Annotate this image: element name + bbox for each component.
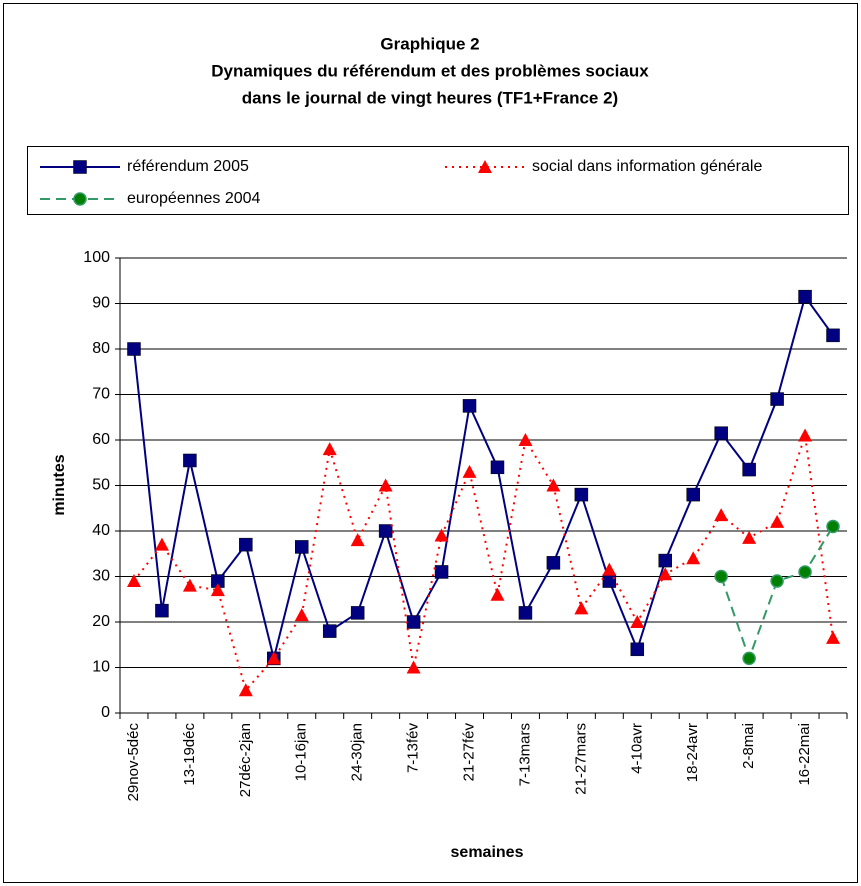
data-point (714, 508, 729, 522)
legend-marker (478, 160, 492, 173)
data-point (155, 603, 169, 618)
data-point (182, 578, 197, 592)
data-point (686, 551, 701, 565)
data-point (462, 464, 477, 478)
data-point (322, 624, 337, 638)
y-tick-label: 20 (92, 613, 110, 630)
data-point (183, 453, 197, 468)
data-point (798, 565, 812, 579)
legend-marker (73, 192, 87, 206)
x-tick-label: 16-22mai (796, 723, 813, 786)
data-point (686, 487, 700, 502)
data-point (238, 683, 253, 697)
x-tick-label: 18-24avr (684, 723, 701, 782)
legend-label: référendum 2005 (127, 158, 249, 175)
chart-title: Dynamiques du référendum et des problème… (211, 61, 649, 80)
legend-label: européennes 2004 (127, 190, 261, 207)
data-point (462, 399, 477, 413)
y-tick-label: 50 (92, 477, 110, 494)
data-point (770, 574, 784, 588)
y-tick-label: 10 (92, 659, 110, 676)
data-point (127, 342, 141, 356)
data-point (714, 569, 728, 584)
x-tick-label: 4-10avr (628, 723, 645, 774)
data-point (798, 428, 813, 442)
x-tick-label: 13-19déc (181, 723, 198, 786)
data-point (826, 328, 840, 343)
data-point (658, 553, 672, 568)
x-tick-label: 7-13mars (516, 723, 533, 786)
y-tick-label: 90 (92, 295, 110, 312)
y-tick-label: 60 (92, 431, 110, 448)
y-tick-label: 30 (92, 568, 110, 585)
y-axis-title: minutes (51, 454, 68, 515)
data-point (378, 524, 393, 538)
x-axis-title: semaines (451, 844, 524, 861)
data-point (518, 433, 533, 446)
x-tick-label: 27déc-2jan (237, 723, 254, 797)
x-tick-label: 24-30jan (349, 723, 366, 781)
data-point (406, 615, 421, 629)
data-point (239, 537, 253, 552)
data-point (490, 460, 505, 475)
data-point (294, 608, 309, 622)
data-point (826, 630, 841, 644)
data-point (490, 587, 505, 601)
data-point (798, 289, 812, 304)
data-point (295, 540, 309, 554)
x-tick-label: 29nov-5déc (125, 723, 142, 802)
data-point (154, 537, 169, 551)
y-tick-label: 0 (101, 704, 110, 721)
data-point (266, 651, 281, 665)
data-point (826, 519, 840, 534)
data-point (546, 556, 561, 570)
data-point (322, 442, 337, 456)
data-point (770, 514, 785, 528)
data-point (602, 562, 617, 576)
data-point (546, 478, 561, 492)
data-point (742, 462, 756, 477)
chart-title: dans le journal de vingt heures (TF1+Fra… (242, 88, 618, 107)
data-point (350, 606, 365, 620)
data-point (406, 660, 421, 674)
data-point (434, 528, 449, 542)
series-line (132, 294, 834, 659)
x-tick-label: 21-27mars (572, 723, 589, 795)
data-point (574, 601, 589, 615)
data-point (742, 530, 757, 544)
legend-marker (73, 160, 87, 174)
data-point (518, 606, 533, 620)
data-point (378, 478, 393, 492)
x-tick-label: 21-27fév (460, 723, 477, 782)
data-point (742, 651, 756, 666)
x-tick-label: 7-13fév (405, 723, 422, 774)
y-tick-label: 70 (92, 386, 110, 403)
data-point (574, 487, 589, 502)
data-point (602, 574, 617, 588)
x-tick-label: 2-8mai (740, 723, 757, 769)
data-point (770, 392, 784, 406)
chart-title: Graphique 2 (380, 34, 479, 53)
data-point (350, 533, 365, 547)
data-point (630, 642, 645, 657)
data-point (658, 567, 673, 581)
x-tick-label: 10-16jan (293, 723, 310, 781)
y-tick-label: 80 (92, 340, 110, 357)
data-point (434, 565, 449, 579)
legend-label: social dans information générale (532, 158, 762, 175)
data-point (630, 615, 645, 628)
data-point (714, 426, 728, 440)
legend-box (27, 146, 849, 215)
y-tick-label: 40 (92, 522, 110, 539)
data-point (126, 574, 141, 588)
data-point (210, 583, 225, 597)
y-tick-label: 100 (83, 249, 110, 266)
